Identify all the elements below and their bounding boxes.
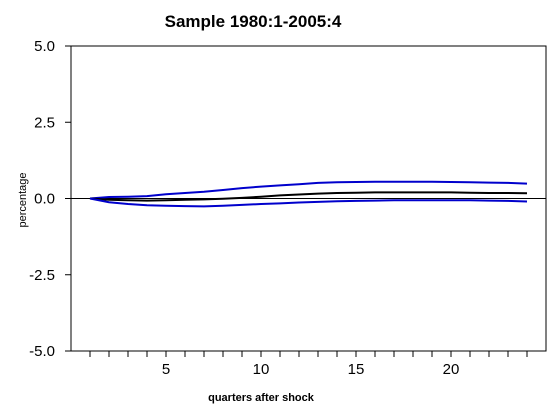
- y-tick-label: 0.0: [34, 191, 55, 208]
- y-tick-label: 2.5: [34, 114, 55, 131]
- y-tick-label: -5.0: [29, 343, 55, 360]
- series-line-2: [89, 191, 528, 202]
- y-axis-tick-labels: 5.0 2.5 0.0 -2.5 -5.0: [29, 38, 55, 360]
- x-tick-label: 20: [443, 361, 460, 378]
- series-line-3: [89, 197, 528, 208]
- y-tick-label: -2.5: [29, 267, 55, 284]
- series-group: [89, 180, 528, 208]
- y-axis-ticks: [65, 45, 71, 352]
- x-tick-label: 15: [348, 361, 365, 378]
- x-tick-label: 10: [253, 361, 270, 378]
- x-axis-tick-labels: 5 10 15 20: [162, 361, 460, 378]
- x-axis-label: quarters after shock: [208, 392, 315, 404]
- chart-title: Sample 1980:1-2005:4: [165, 12, 342, 31]
- y-tick-label: 5.0: [34, 38, 55, 55]
- y-axis-label: percentage: [17, 172, 29, 227]
- series-line-1: [89, 180, 528, 200]
- x-tick-label: 5: [162, 361, 170, 378]
- x-axis-ticks: [89, 351, 528, 357]
